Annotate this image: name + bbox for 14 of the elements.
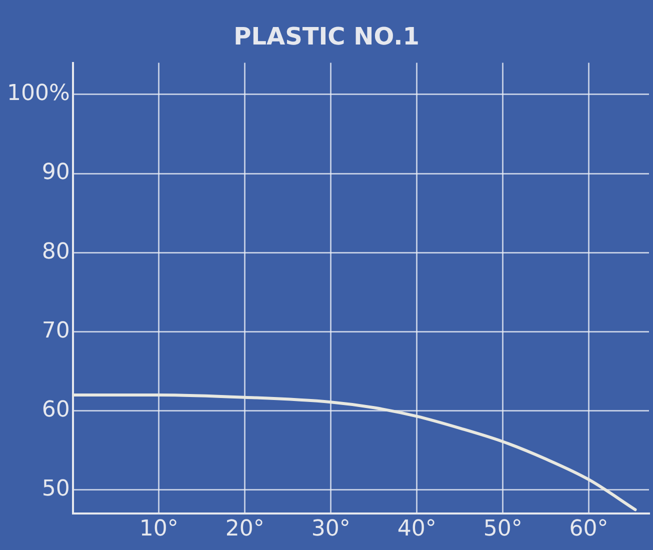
y-tick-label: 70: [42, 318, 70, 344]
y-tick-label: 80: [42, 239, 70, 264]
x-tick-label: 30°: [311, 516, 350, 542]
y-tick-label: 90: [42, 160, 70, 186]
chart-title: PLASTIC NO.1: [234, 22, 420, 51]
x-tick-label: 60°: [569, 516, 608, 542]
x-tick-label: 50°: [483, 516, 522, 542]
y-tick-label: 50: [42, 476, 70, 502]
x-tick-label: 40°: [397, 516, 436, 542]
x-tick-label: 10°: [139, 516, 178, 542]
y-tick-label: 100%: [6, 81, 70, 106]
x-tick-label: 20°: [225, 516, 264, 542]
line-series: [72, 393, 637, 512]
y-tick-label: 60: [42, 398, 70, 423]
